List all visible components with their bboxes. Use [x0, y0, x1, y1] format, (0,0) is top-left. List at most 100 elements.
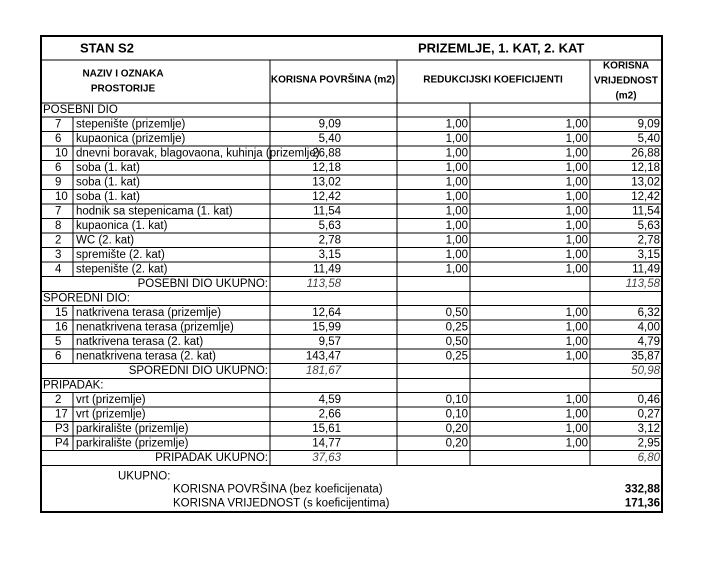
value: 0,46 — [638, 394, 660, 406]
area: 14,77 — [312, 437, 341, 449]
summary-line: KORISNA POVRŠINA (bez koeficijenata) — [173, 483, 383, 496]
coef-1: 0,50 — [446, 336, 468, 348]
area: 3,15 — [319, 249, 341, 261]
coef-1: 0,20 — [446, 437, 468, 449]
room-number: 2 — [55, 234, 61, 246]
coef-1: 1,00 — [446, 162, 468, 174]
column-header: (m2) — [615, 91, 636, 102]
room-name: nenatkrivena terasa (prizemlje) — [76, 321, 234, 333]
room-number: 4 — [55, 263, 62, 275]
summary-value: 171,36 — [625, 498, 660, 510]
room-number: 15 — [55, 307, 68, 319]
value: 4,00 — [638, 321, 660, 333]
subtotal-label: PRIPADAK UKUPNO: — [155, 452, 268, 464]
coef-1: 1,00 — [446, 147, 468, 159]
area: 11,49 — [313, 263, 341, 275]
column-header: NAZIV I OZNAKA — [82, 69, 163, 80]
floors: PRIZEMLJE, 1. KAT, 2. KAT — [418, 41, 584, 56]
subtotal-value: 113,58 — [626, 278, 661, 290]
area: 11,54 — [313, 205, 342, 217]
area: 9,57 — [319, 336, 341, 348]
room-number: 5 — [55, 336, 61, 348]
area: 143,47 — [306, 350, 341, 362]
room-number: 10 — [55, 147, 68, 159]
section-label: PRIPADAK: — [43, 380, 104, 392]
coef-1: 1,00 — [446, 191, 468, 203]
value: 3,12 — [638, 423, 660, 435]
room-name: dnevni boravak, blagovaona, kuhinja (pri… — [76, 147, 320, 159]
area: 12,64 — [312, 307, 341, 319]
room-number: 9 — [55, 176, 61, 188]
value: 3,15 — [638, 249, 660, 261]
room-name: vrt (prizemlje) — [76, 394, 146, 406]
value: 6,32 — [638, 307, 660, 319]
coef-2: 1,00 — [566, 408, 588, 420]
room-name: soba (1. kat) — [76, 162, 140, 174]
room-name: parkiralište (prizemlje) — [76, 423, 189, 435]
value: 0,27 — [638, 408, 660, 420]
value: 5,63 — [638, 220, 660, 232]
room-name: soba (1. kat) — [76, 176, 140, 188]
coef-1: 0,25 — [446, 321, 468, 333]
value: 5,40 — [638, 133, 660, 145]
coef-1: 0,10 — [446, 408, 468, 420]
room-name: vrt (prizemlje) — [76, 408, 146, 420]
room-name: kupaonica (prizemlje) — [76, 133, 185, 145]
room-name: soba (1. kat) — [76, 191, 140, 203]
coef-2: 1,00 — [566, 336, 588, 348]
room-number: 16 — [55, 321, 68, 333]
coef-1: 0,20 — [446, 423, 468, 435]
value: 35,87 — [631, 350, 660, 362]
column-header: KORISNA POVRŠINA (m2) — [271, 73, 395, 86]
area: 15,61 — [312, 423, 341, 435]
coef-2: 1,00 — [566, 133, 588, 145]
coef-1: 1,00 — [446, 118, 468, 130]
area: 5,63 — [319, 220, 341, 232]
coef-1: 0,10 — [446, 394, 468, 406]
coef-1: 0,25 — [446, 350, 468, 362]
room-name: kupaonica (1. kat) — [76, 220, 168, 232]
area: 15,99 — [312, 321, 341, 333]
subtotal-area: 181,67 — [306, 365, 342, 377]
area: 4,59 — [319, 394, 341, 406]
room-number: 7 — [55, 205, 61, 217]
value: 2,78 — [638, 234, 660, 246]
value: 2,95 — [638, 437, 660, 449]
value: 11,54 — [632, 205, 661, 217]
room-number: P3 — [55, 423, 69, 435]
room-name: stepenište (2. kat) — [76, 263, 168, 275]
subtotal-value: 50,98 — [631, 365, 660, 377]
subtotal-label: SPOREDNI DIO UKUPNO: — [129, 365, 268, 377]
subtotal-area: 37,63 — [312, 452, 341, 464]
coef-2: 1,00 — [566, 249, 588, 261]
coef-2: 1,00 — [566, 205, 588, 217]
coef-1: 1,00 — [446, 133, 468, 145]
area: 2,66 — [319, 408, 341, 420]
coef-2: 1,00 — [566, 162, 588, 174]
coef-2: 1,00 — [566, 350, 588, 362]
room-name: natkrivena terasa (2. kat) — [76, 336, 203, 348]
column-header: VRIJEDNOST — [594, 76, 658, 87]
room-number: P4 — [55, 437, 70, 449]
title: STAN S2 — [80, 41, 134, 56]
coef-2: 1,00 — [566, 191, 588, 203]
column-header: KORISNA — [603, 61, 649, 72]
area: 5,40 — [319, 133, 341, 145]
subtotal-area: 113,58 — [307, 278, 342, 290]
value: 26,88 — [631, 147, 660, 159]
room-number: 6 — [55, 162, 61, 174]
room-number: 2 — [55, 394, 61, 406]
coef-2: 1,00 — [566, 176, 588, 188]
room-number: 3 — [55, 249, 61, 261]
area: 9,09 — [319, 118, 341, 130]
room-number: 8 — [55, 220, 61, 232]
room-number: 7 — [55, 118, 61, 130]
room-number: 10 — [55, 191, 68, 203]
area: 2,78 — [319, 234, 341, 246]
summary-value: 332,88 — [625, 484, 661, 496]
coef-2: 1,00 — [566, 220, 588, 232]
coef-1: 1,00 — [446, 205, 468, 217]
room-number: 17 — [55, 408, 68, 420]
room-name: WC (2. kat) — [76, 234, 134, 246]
